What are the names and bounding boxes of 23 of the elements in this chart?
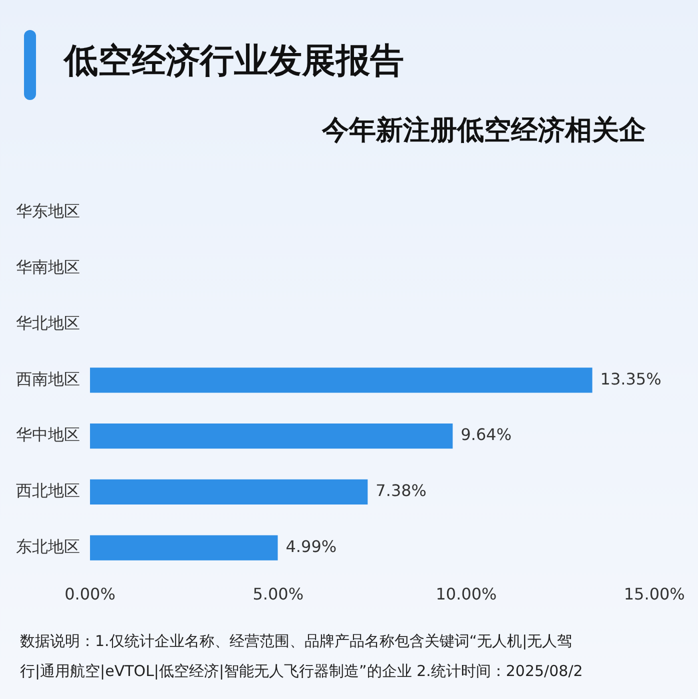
y-tick-label: 华北地区 <box>16 313 80 332</box>
text: 行|通用航空|eVTOL|低空经济|智能无人飞行器制造”的企业 2.统计时间：2025/08/2 <box>20 661 583 682</box>
y-tick-label: 华东地区 <box>16 202 80 221</box>
x-tick-label: 10.00% <box>436 584 497 604</box>
y-tick-label: 西南地区 <box>16 369 80 388</box>
data-label: 4.99% <box>286 537 337 556</box>
bar <box>90 479 368 505</box>
chart-title: 低空经济行业发展报告 <box>64 40 404 83</box>
x-tick-label: 0.00% <box>64 584 116 604</box>
data-label: 9.64% <box>460 425 512 444</box>
bar <box>90 424 453 449</box>
x-tick-label: 15.00% <box>624 584 685 604</box>
y-tick-label: 华中地区 <box>16 425 80 444</box>
chart-subtitle: 今年新注册低空经济相关企 <box>322 114 646 148</box>
y-tick-label: 东北地区 <box>16 537 80 556</box>
bar <box>90 535 278 560</box>
text: 数据说明：1.仅统计企业名称、经营范围、品牌产品名称包含关键词“无人机|无人驾 <box>20 631 574 652</box>
data-label: 7.38% <box>376 481 426 500</box>
bar <box>90 368 592 393</box>
y-tick-label: 西北地区 <box>16 481 80 500</box>
y-tick-label: 华南地区 <box>16 258 80 277</box>
data-label: 13.35% <box>600 369 662 388</box>
x-tick-label: 5.00% <box>252 584 304 604</box>
